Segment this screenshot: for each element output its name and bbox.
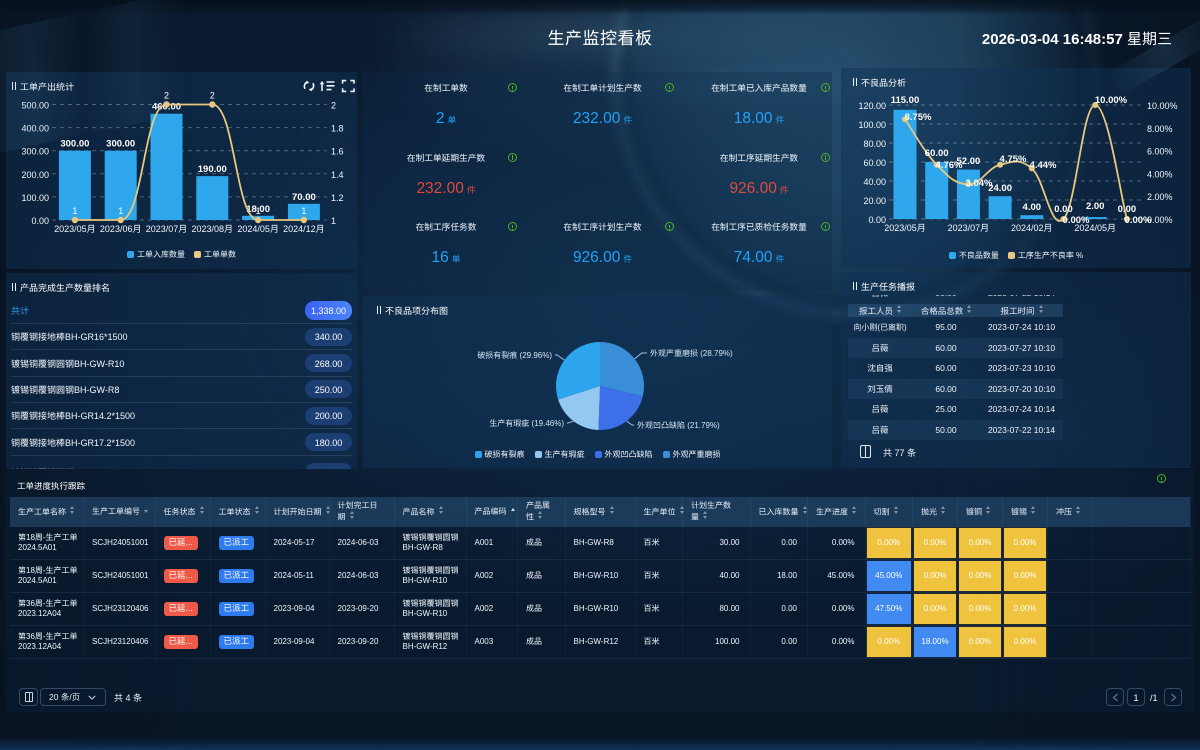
- svg-text:500.00: 500.00: [21, 99, 49, 112]
- svg-text:破损有裂痕 (29.96%): 破损有裂痕 (29.96%): [477, 350, 552, 361]
- svg-text:1: 1: [72, 204, 77, 217]
- svg-text:60.00: 60.00: [925, 145, 949, 159]
- svg-text:外观凹凸缺陷 (21.79%): 外观凹凸缺陷 (21.79%): [637, 420, 720, 431]
- svg-text:0.00: 0.00: [31, 214, 49, 227]
- svg-text:0.00%: 0.00%: [1125, 212, 1152, 226]
- svg-text:2023/06月: 2023/06月: [100, 222, 142, 235]
- svg-text:20.00: 20.00: [863, 194, 886, 207]
- svg-text:10.00%: 10.00%: [1095, 92, 1128, 106]
- svg-text:400.00: 400.00: [21, 122, 49, 135]
- svg-text:60.00: 60.00: [863, 156, 886, 169]
- svg-text:1: 1: [301, 204, 306, 217]
- svg-text:300.00: 300.00: [106, 136, 135, 150]
- svg-text:2024/05月: 2024/05月: [237, 222, 279, 235]
- svg-text:2: 2: [210, 89, 215, 102]
- svg-text:4.00: 4.00: [1023, 199, 1042, 213]
- svg-text:2023/07月: 2023/07月: [146, 222, 188, 235]
- svg-text:2024/12月: 2024/12月: [283, 222, 325, 235]
- svg-text:2: 2: [331, 99, 336, 112]
- svg-text:300.00: 300.00: [21, 145, 49, 158]
- svg-text:4.75%: 4.75%: [1000, 151, 1027, 165]
- svg-text:2024/02月: 2024/02月: [1011, 221, 1053, 234]
- svg-text:52.00: 52.00: [957, 153, 981, 167]
- svg-text:115.00: 115.00: [891, 92, 920, 106]
- svg-text:0.00: 0.00: [1054, 201, 1073, 215]
- svg-text:0.00%: 0.00%: [1063, 212, 1090, 226]
- svg-text:2023/07月: 2023/07月: [948, 221, 990, 234]
- svg-text:100.00: 100.00: [21, 191, 49, 204]
- svg-text:80.00: 80.00: [863, 137, 886, 150]
- svg-text:外观严重磨损 (28.79%): 外观严重磨损 (28.79%): [650, 348, 733, 359]
- svg-text:120.00: 120.00: [858, 99, 886, 112]
- svg-text:100.00: 100.00: [858, 118, 886, 131]
- svg-text:4.00%: 4.00%: [1147, 167, 1173, 180]
- svg-text:24.00: 24.00: [988, 180, 1012, 194]
- svg-text:1: 1: [331, 214, 336, 227]
- svg-text:300.00: 300.00: [60, 136, 89, 150]
- svg-text:18.00: 18.00: [246, 201, 270, 215]
- svg-text:200.00: 200.00: [21, 168, 49, 181]
- svg-text:190.00: 190.00: [198, 161, 227, 175]
- svg-text:8.00%: 8.00%: [1147, 122, 1173, 135]
- svg-text:2.00%: 2.00%: [1147, 190, 1173, 203]
- svg-text:10.00%: 10.00%: [1147, 99, 1178, 112]
- svg-text:2.00: 2.00: [1086, 198, 1105, 212]
- svg-text:0.00: 0.00: [868, 213, 886, 226]
- svg-text:1.2: 1.2: [331, 191, 344, 204]
- svg-text:2: 2: [164, 89, 169, 102]
- svg-text:40.00: 40.00: [863, 175, 886, 188]
- svg-text:1.4: 1.4: [331, 168, 344, 181]
- svg-text:2023/05月: 2023/05月: [884, 221, 926, 234]
- svg-text:70.00: 70.00: [292, 189, 316, 203]
- svg-text:1.8: 1.8: [331, 122, 344, 135]
- svg-text:1: 1: [256, 204, 261, 217]
- svg-text:4.76%: 4.76%: [936, 157, 963, 171]
- svg-text:生产有瑕疵 (19.46%): 生产有瑕疵 (19.46%): [489, 418, 564, 429]
- svg-text:1.6: 1.6: [331, 145, 344, 158]
- svg-text:4.44%: 4.44%: [1030, 157, 1057, 171]
- svg-text:3.04%: 3.04%: [966, 175, 993, 189]
- svg-text:1: 1: [118, 204, 123, 217]
- svg-text:2024/05月: 2024/05月: [1074, 221, 1116, 234]
- svg-text:2023/05月: 2023/05月: [54, 222, 96, 235]
- svg-text:0.00%: 0.00%: [1147, 213, 1173, 226]
- svg-text:6.00%: 6.00%: [1147, 145, 1173, 158]
- svg-text:0.00: 0.00: [1118, 201, 1137, 215]
- svg-text:8.75%: 8.75%: [905, 109, 932, 123]
- svg-text:2023/08月: 2023/08月: [192, 222, 234, 235]
